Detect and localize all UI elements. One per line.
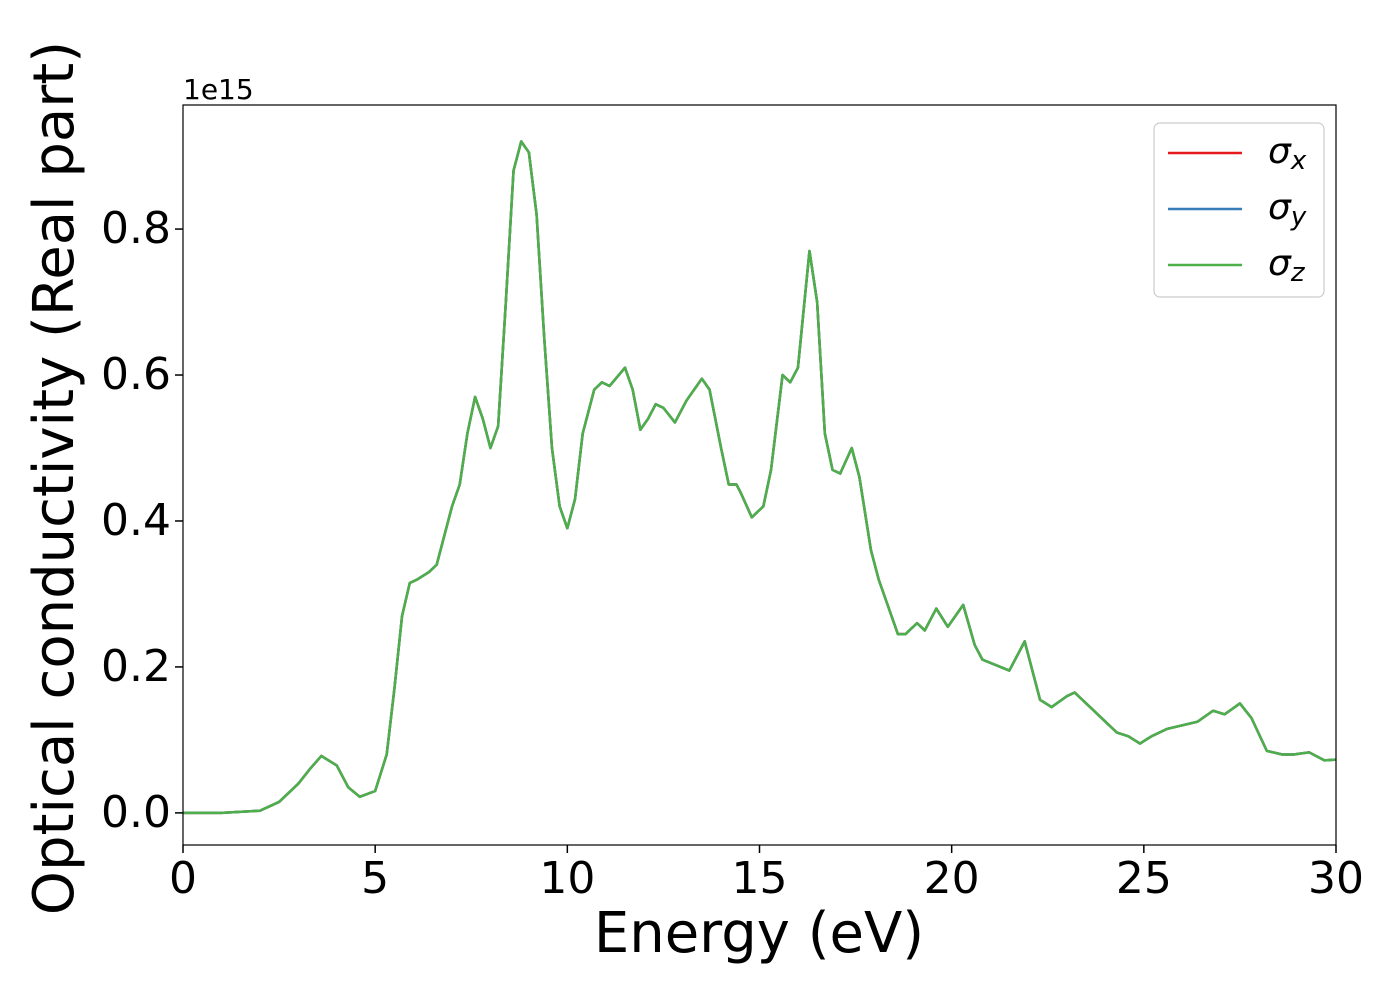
y-tick-label: 0.2 [101, 641, 171, 692]
y-tick-label: 0.0 [101, 787, 171, 838]
x-tick-label: 20 [924, 853, 980, 904]
plot-frame [182, 104, 1337, 846]
legend-label: σz [1268, 243, 1306, 288]
legend-label: σx [1268, 131, 1307, 176]
legend: σx σy σz [1153, 122, 1325, 298]
x-tick-label: 25 [1116, 853, 1172, 904]
x-tick-label: 5 [361, 853, 389, 904]
y-tick-label: 0.4 [101, 495, 171, 546]
y-offset-label: 1e15 [183, 73, 254, 106]
legend-label: σy [1268, 187, 1307, 232]
y-axis-label: Optical conductivity (Real part) [22, 41, 87, 915]
x-axis-label: Energy (eV) [594, 901, 924, 966]
y-tick-label: 0.6 [101, 349, 171, 400]
data-line [183, 140, 1337, 815]
x-tick-label: 10 [539, 853, 595, 904]
x-tick-label: 0 [169, 853, 197, 904]
y-tick-label: 0.8 [101, 203, 171, 254]
x-tick-label: 30 [1308, 853, 1364, 904]
x-tick-label: 15 [732, 853, 788, 904]
